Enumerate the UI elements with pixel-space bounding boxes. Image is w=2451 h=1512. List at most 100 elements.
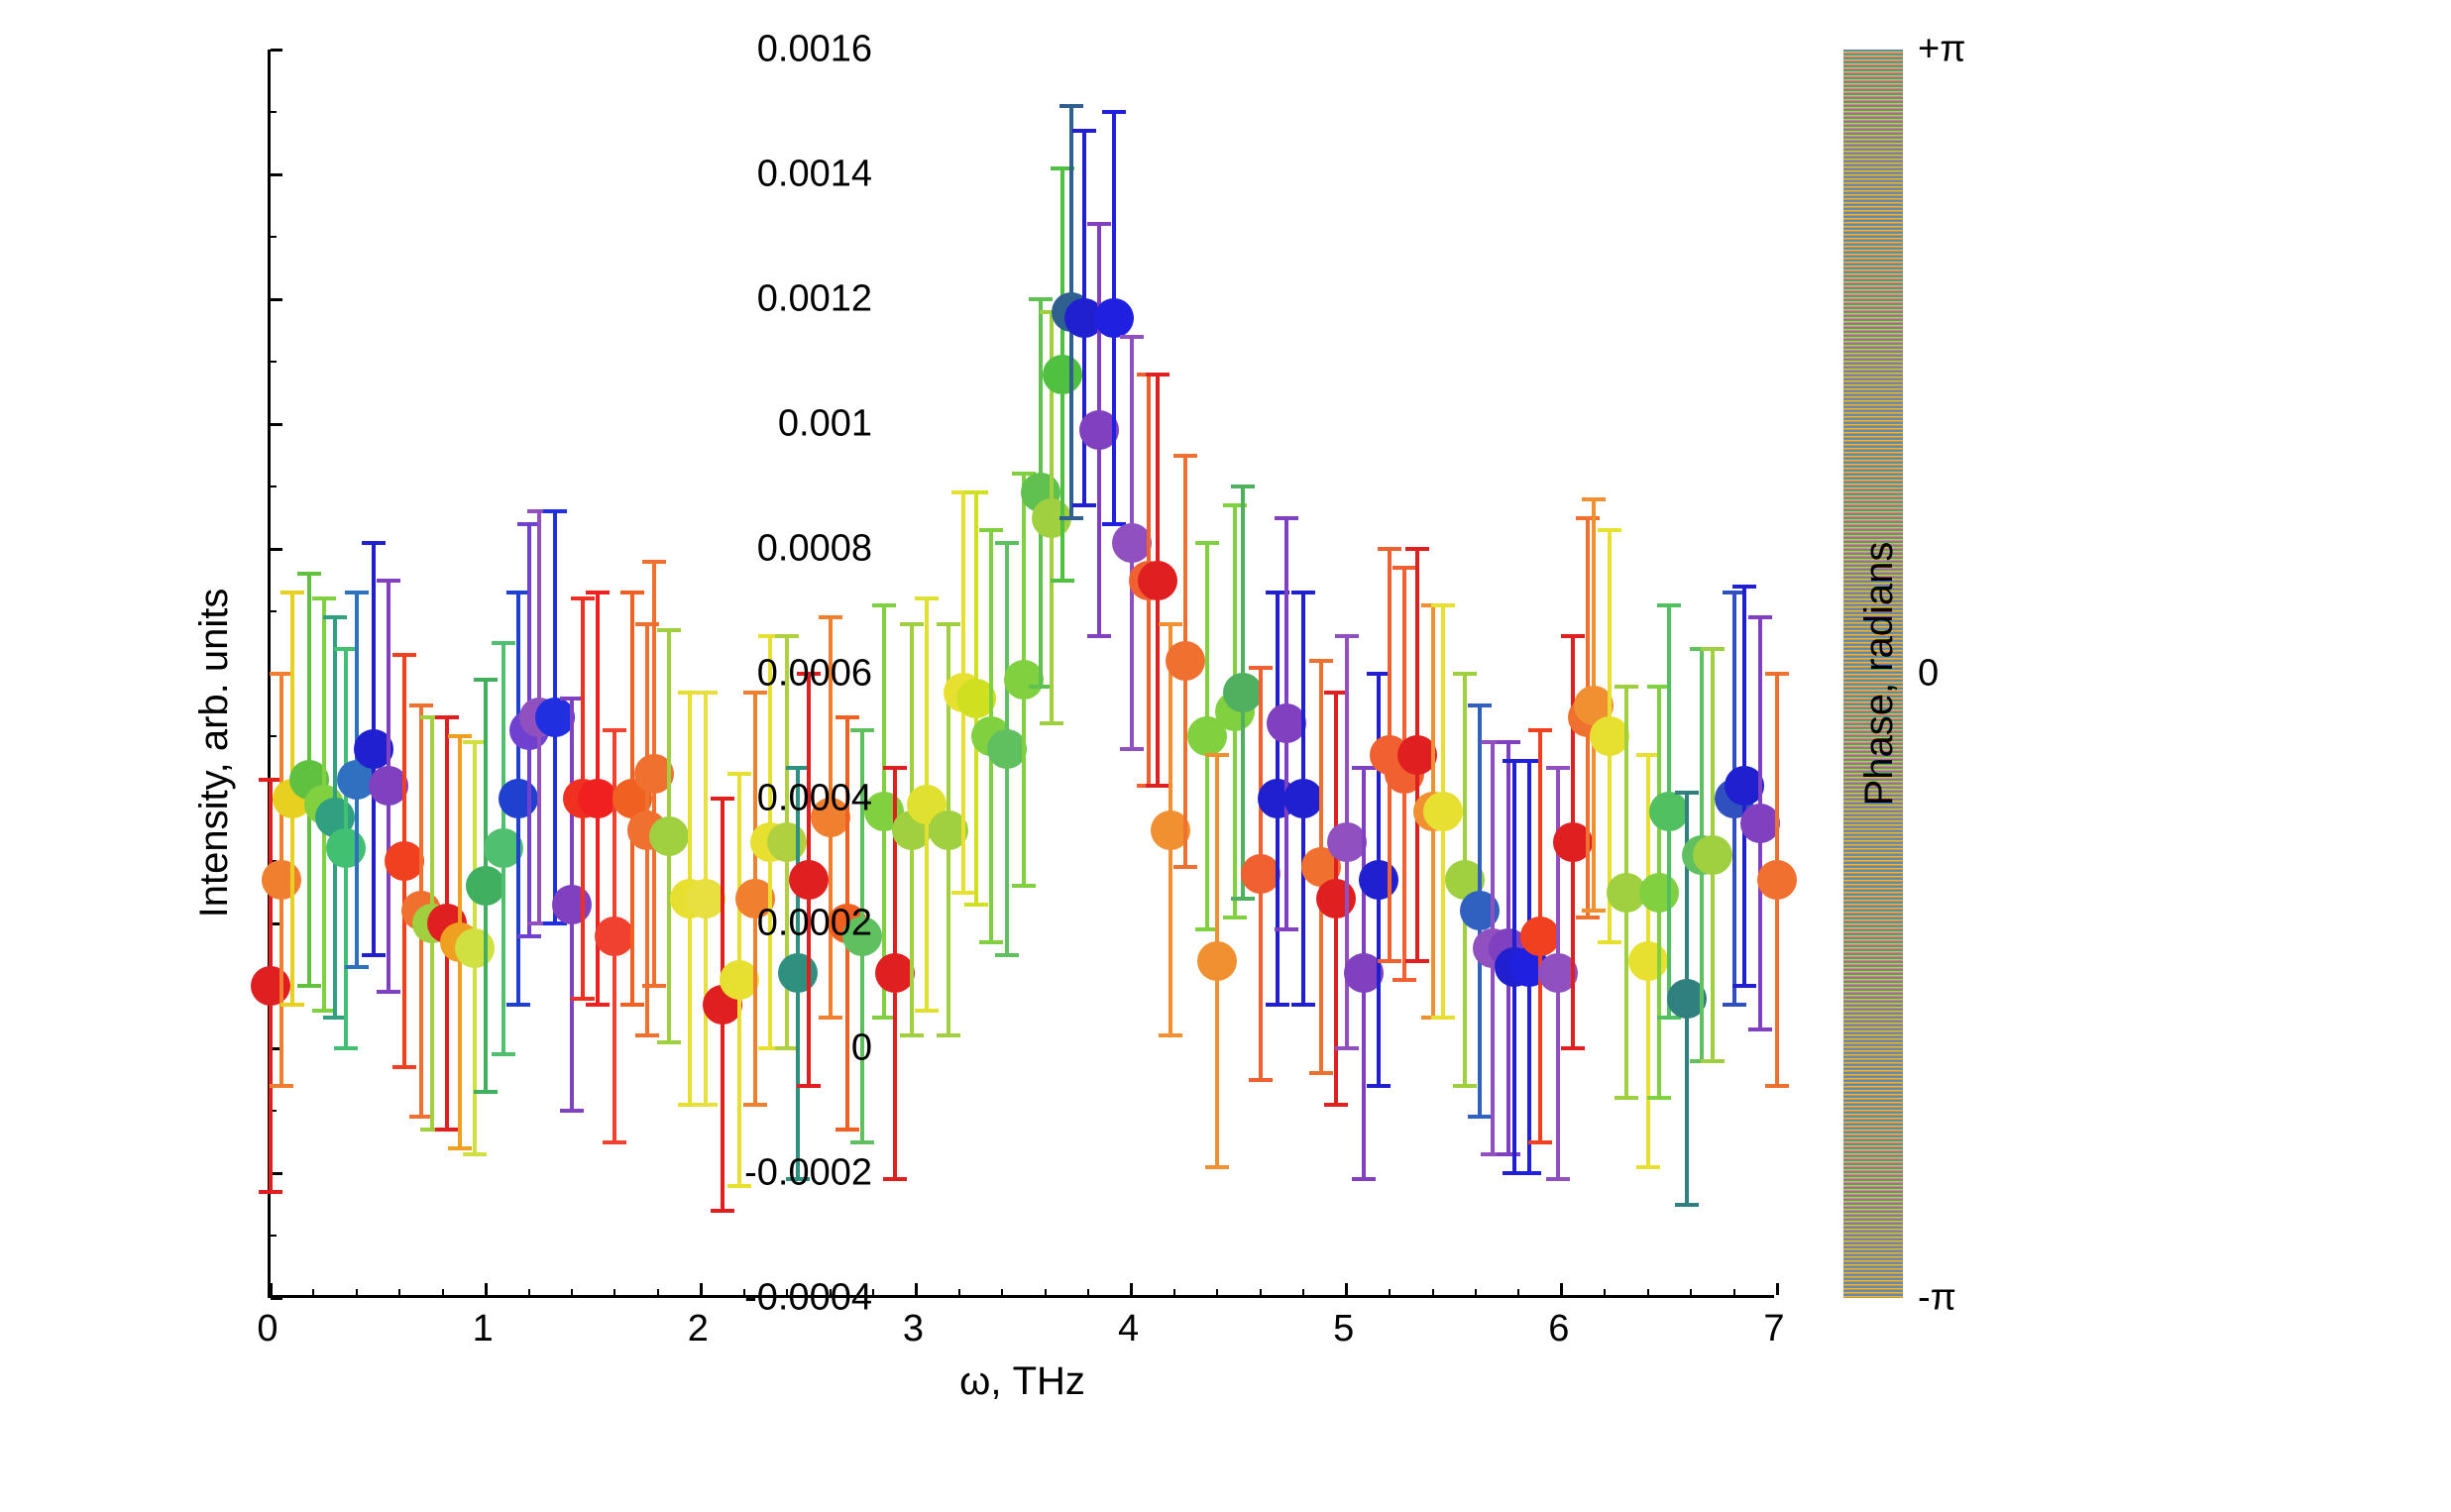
data-point [1283,779,1323,818]
error-cap [797,1084,821,1088]
error-cap [1087,634,1111,638]
error-cap [850,1140,874,1144]
x-minor-tick [1604,1289,1606,1295]
error-cap [474,1090,498,1094]
error-cap [1072,129,1096,133]
error-cap [1546,1177,1570,1181]
error-cap [872,603,896,607]
y-minor-tick [271,610,277,612]
error-cap [586,591,610,594]
x-minor-tick [1733,1289,1735,1295]
x-tick-label: 2 [688,1308,709,1350]
error-cap [635,1033,659,1037]
y-tick-label: -0.0004 [744,1277,872,1320]
error-cap [1528,1140,1552,1144]
error-cap [1249,666,1273,670]
error-cap [1040,721,1063,725]
colorbar-tick-bot: -π [1918,1277,1956,1320]
data-point [778,953,818,993]
data-point [1590,716,1629,756]
error-cap [334,1046,358,1050]
error-cap [1453,672,1477,676]
error-cap [819,615,842,619]
data-point [1628,941,1668,981]
error-cap [1146,784,1170,788]
y-minor-tick [271,111,277,113]
error-cap [1231,485,1255,488]
error-cap [435,1128,459,1132]
error-cap [836,715,859,719]
error-cap [1598,940,1621,944]
error-cap [1468,703,1492,707]
y-tick-mark [271,298,282,301]
error-cap [1615,1096,1638,1100]
error-cap [979,940,1003,944]
y-tick-label: 0.0002 [757,903,872,945]
x-minor-tick [657,1289,659,1295]
data-point [1043,355,1082,394]
error-cap [1468,1115,1492,1119]
error-cap [345,591,369,594]
error-cap [448,1146,472,1150]
y-minor-tick [271,361,277,363]
error-cap [657,1040,681,1044]
error-cap [900,1033,924,1037]
error-cap [1335,1046,1359,1050]
error-cap [1748,1027,1772,1031]
y-tick-label: 0.0012 [757,278,872,321]
error-cap [1309,659,1333,663]
x-minor-tick [442,1289,444,1295]
data-point [1520,917,1560,956]
error-cap [1146,373,1170,377]
error-cap [836,1128,859,1132]
error-cap [1072,503,1096,507]
data-point [1267,703,1306,743]
x-tick-label: 7 [1763,1308,1784,1350]
error-cap [1701,1059,1725,1063]
data-point [1423,792,1463,831]
data-point [552,885,592,924]
x-minor-tick [613,1289,615,1295]
error-cap [883,766,907,770]
y-tick-mark [271,49,282,52]
data-point [1223,673,1263,712]
x-tick-label: 1 [473,1308,494,1350]
x-minor-tick [528,1289,530,1295]
x-minor-tick [1475,1289,1477,1295]
error-cap [1087,222,1111,226]
colorbar-tick-mid: 0 [1918,653,1939,696]
x-minor-tick [1517,1289,1519,1295]
x-minor-tick [1302,1289,1304,1295]
error-cap [979,528,1003,532]
data-point [1639,873,1679,913]
data-point [262,860,301,900]
colorbar-tick-top: +π [1918,29,1965,71]
error-cap [1517,1171,1541,1175]
error-cap [409,703,433,707]
error-cap [915,596,939,600]
error-cap [1367,1084,1391,1088]
error-cap [1159,1033,1182,1037]
error-cap [492,641,515,645]
error-cap [603,1140,626,1144]
error-cap [492,1052,515,1056]
error-cap [1249,1078,1273,1082]
error-cap [1291,591,1315,594]
error-cap [642,984,666,988]
error-cap [571,596,595,600]
data-point [1693,835,1732,875]
y-tick-label: 0.0004 [757,778,872,820]
error-cap [560,1109,584,1113]
error-cap [900,622,924,626]
error-cap [1561,634,1585,638]
y-tick-label: 0.001 [778,403,872,446]
data-point [1004,660,1044,700]
y-tick-label: 0.0016 [757,29,872,71]
error-cap [463,1152,487,1156]
error-cap [1059,104,1083,108]
error-cap [937,622,960,626]
data-point [686,879,725,918]
error-cap [543,509,567,513]
error-cap [1431,1016,1455,1020]
error-cap [995,541,1019,545]
